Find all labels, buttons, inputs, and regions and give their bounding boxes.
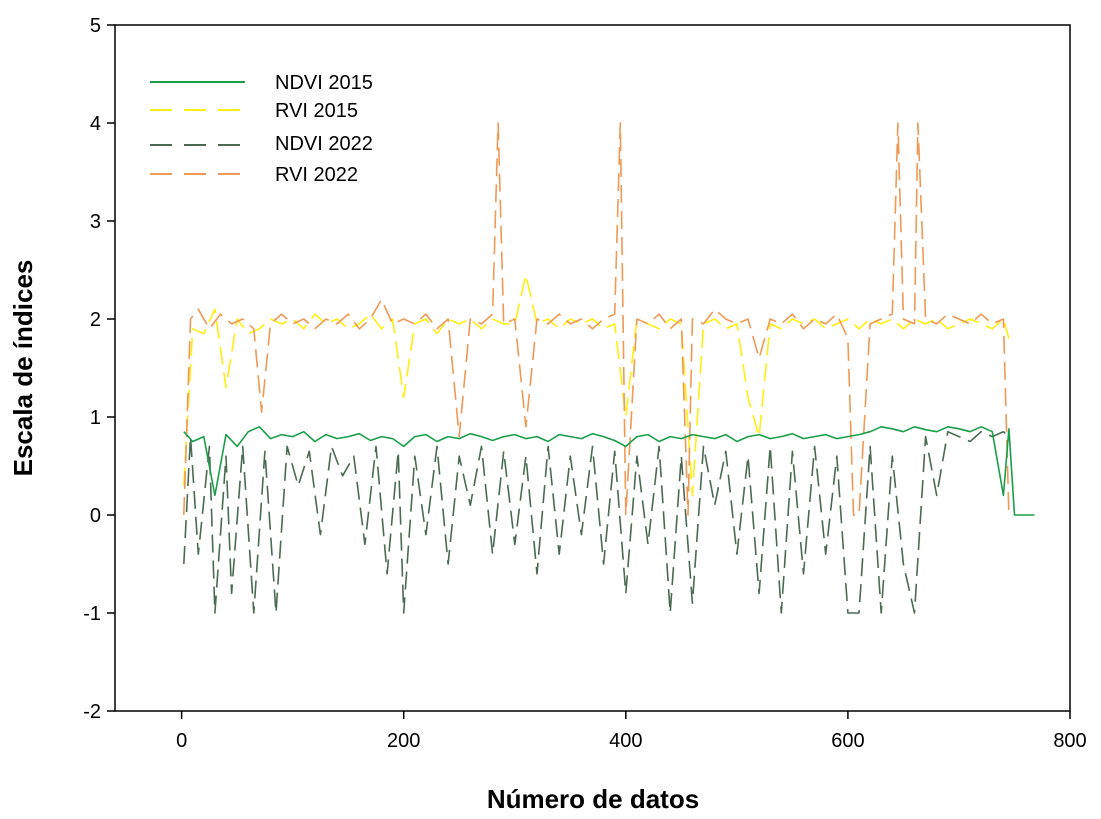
series-line-rvi-2022 xyxy=(183,122,1010,516)
axis-ticks: 0 200 400 600 800 -2 -1 0 1 2 3 4 5 xyxy=(83,15,1086,752)
y-tick-label: 0 xyxy=(90,505,101,527)
plot-area xyxy=(114,24,1071,712)
legend-label-ndvi-2022: NDVI 2022 xyxy=(275,133,373,155)
legend-label-ndvi-2015: NDVI 2015 xyxy=(275,72,373,94)
x-tick-label: 600 xyxy=(831,730,864,752)
series-line-ndvi-2015 xyxy=(183,426,1035,516)
x-tick-label: 200 xyxy=(387,730,420,752)
y-tick-label: -1 xyxy=(83,603,101,625)
y-tick-label: 3 xyxy=(90,211,101,233)
y-tick-label: 5 xyxy=(90,15,101,37)
series-line-rvi-2015 xyxy=(183,274,1010,497)
x-tick-label: 0 xyxy=(176,730,187,752)
legend-label-rvi-2022: RVI 2022 xyxy=(275,164,358,186)
x-tick-label: 400 xyxy=(609,730,642,752)
x-tick-label: 800 xyxy=(1053,730,1086,752)
series-layer xyxy=(183,122,1035,614)
y-tick-label: -2 xyxy=(83,701,101,723)
legend-label-rvi-2015: RVI 2015 xyxy=(275,100,358,122)
y-tick-label: 4 xyxy=(90,113,101,135)
y-tick-label: 2 xyxy=(90,309,101,331)
x-axis-title: Número de datos xyxy=(487,784,699,814)
series-line-ndvi-2022 xyxy=(183,430,1010,614)
y-axis-title: Escala de índices xyxy=(8,260,38,477)
y-tick-label: 1 xyxy=(90,407,101,429)
legend: NDVI 2015 RVI 2015 NDVI 2022 RVI 2022 xyxy=(150,72,373,186)
